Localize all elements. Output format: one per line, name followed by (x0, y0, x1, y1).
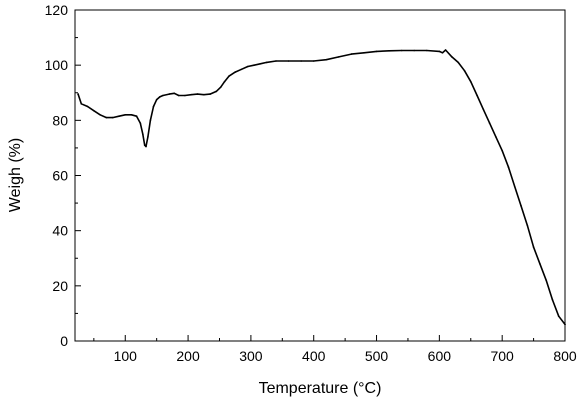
data-point (77, 93, 79, 95)
x-tick-label-400: 400 (302, 348, 326, 364)
data-point (105, 116, 108, 119)
data-point (275, 60, 277, 62)
data-point (149, 119, 152, 122)
data-point (482, 108, 485, 111)
data-point (265, 61, 268, 64)
data-point (145, 145, 147, 148)
data-point (196, 93, 199, 95)
data-point (253, 64, 255, 66)
x-tick-label-600: 600 (428, 348, 452, 364)
data-point (215, 90, 218, 93)
y-tick-label-40: 40 (52, 223, 68, 239)
data-point (184, 94, 186, 97)
data-point (287, 60, 290, 62)
data-point (488, 122, 491, 124)
data-point (564, 323, 566, 326)
data-point (300, 60, 303, 62)
data-point (495, 136, 497, 138)
data-point (539, 263, 541, 265)
x-tick-label-100: 100 (114, 348, 138, 364)
data-point (247, 65, 249, 68)
y-tick-label-20: 20 (52, 278, 68, 294)
data-point (219, 86, 222, 88)
data-point (476, 94, 478, 97)
data-point (86, 105, 89, 108)
data-point (388, 50, 390, 52)
data-point (80, 103, 83, 105)
series-points (77, 49, 566, 326)
data-point (325, 58, 328, 61)
data-point (413, 49, 416, 52)
data-point (177, 94, 180, 97)
x-tick-label-500: 500 (365, 348, 389, 364)
data-point (234, 71, 236, 73)
data-point (168, 93, 170, 95)
data-point (143, 144, 146, 146)
data-point (118, 115, 120, 117)
x-tick-label-300: 300 (239, 348, 263, 364)
data-point (363, 52, 365, 54)
series-line (77, 49, 566, 326)
y-tick-labels: 0 20 40 60 80 100 120 (45, 2, 69, 349)
data-point (312, 60, 315, 62)
data-point (173, 92, 176, 95)
data-point (532, 246, 535, 248)
data-point (155, 98, 158, 101)
data-point (124, 114, 127, 116)
y-tick-label-0: 0 (60, 333, 68, 349)
data-point (190, 93, 192, 96)
data-point (501, 149, 504, 152)
data-point (93, 109, 95, 112)
data-point (557, 315, 560, 318)
data-point (375, 50, 378, 53)
data-point (162, 94, 164, 97)
data-point (350, 53, 353, 55)
data-point (551, 298, 554, 301)
y-tick-label-100: 100 (45, 57, 69, 73)
data-point (259, 63, 262, 65)
y-axis-title: Weigh (%) (7, 138, 24, 212)
data-point (438, 50, 441, 53)
data-point (444, 49, 447, 51)
x-tick-label-200: 200 (176, 348, 200, 364)
x-tick-label-700: 700 (490, 348, 514, 364)
data-point (203, 93, 205, 96)
data-point (152, 105, 155, 108)
y-tick-label-120: 120 (45, 2, 69, 18)
data-point (457, 61, 460, 64)
data-point (139, 122, 142, 124)
data-point (426, 49, 428, 52)
data-point (463, 69, 466, 72)
data-point (400, 49, 403, 52)
data-point (209, 93, 211, 95)
x-tick-labels: 100 200 300 400 500 600 700 800 (114, 348, 577, 364)
data-point (451, 56, 453, 58)
y-tick-label-60: 60 (52, 168, 68, 184)
data-point (338, 56, 340, 58)
data-point (223, 80, 226, 83)
y-tick-label-80: 80 (52, 112, 68, 128)
data-point (441, 52, 444, 54)
x-tick-label-800: 800 (553, 348, 577, 364)
data-point (142, 133, 144, 135)
data-point (147, 136, 149, 138)
data-point (240, 68, 243, 71)
data-point (507, 166, 510, 168)
data-point (526, 224, 529, 226)
data-point (545, 279, 547, 282)
data-point (135, 115, 138, 117)
x-axis-title: Temperature (°C) (259, 380, 382, 397)
data-point (99, 114, 101, 116)
data-point (470, 80, 472, 83)
data-point (111, 116, 114, 119)
data-point (513, 185, 516, 188)
data-point (520, 205, 522, 207)
data-point (159, 96, 161, 98)
data-point (228, 75, 230, 77)
tick-marks (75, 9, 566, 342)
data-point (130, 114, 133, 116)
